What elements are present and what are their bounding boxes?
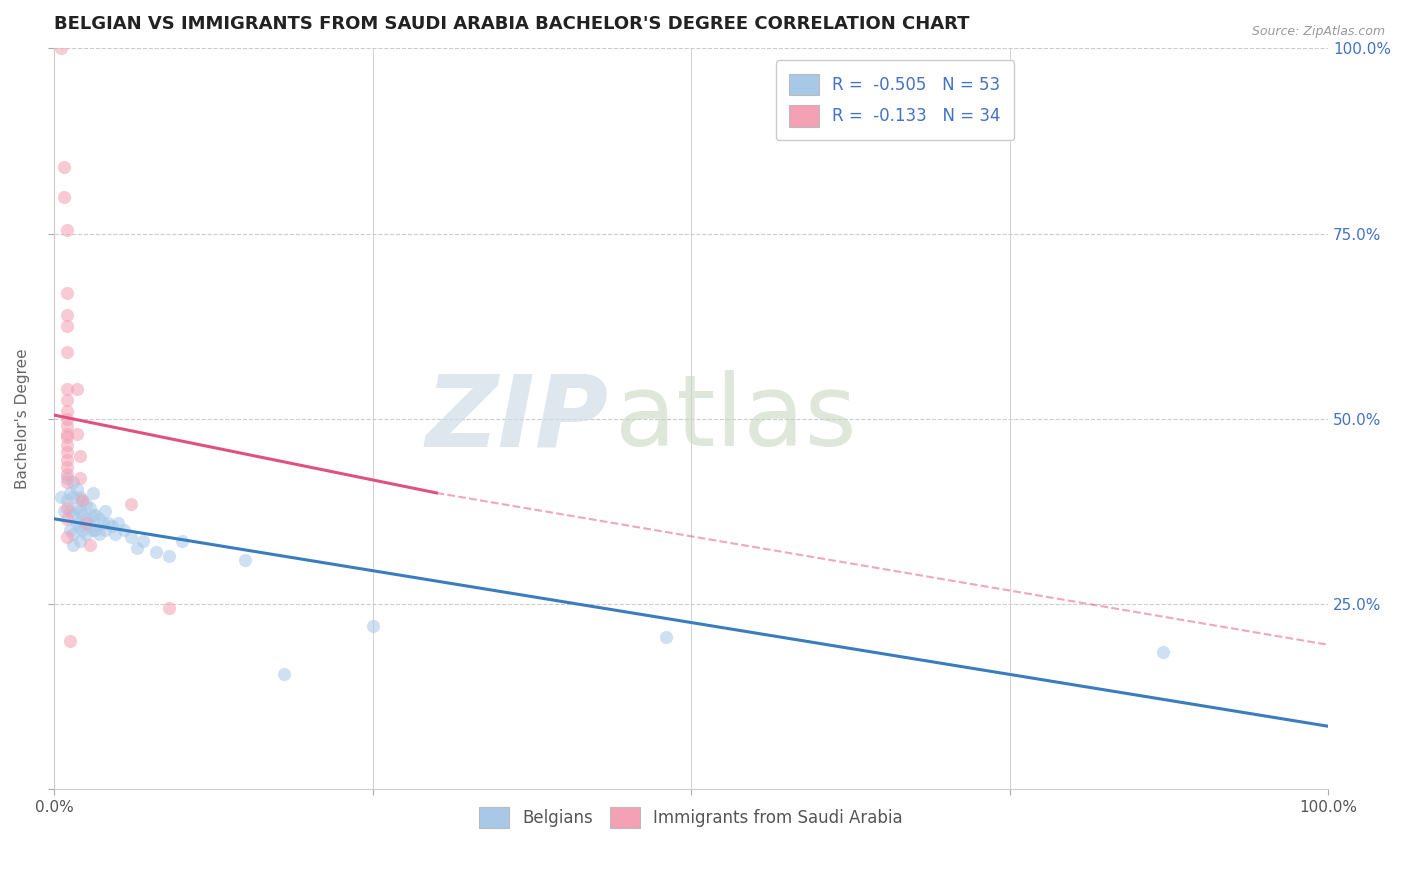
Point (66, 500, 89, 515)
Point (56, 467, 79, 482)
Point (1152, 645, 1174, 659)
Point (56, 512, 79, 526)
Point (69, 504, 91, 518)
Point (62, 538, 84, 552)
Point (157, 600, 180, 615)
Point (53, 189, 76, 203)
Point (66, 426, 89, 441)
Point (56, 223, 79, 237)
Point (72, 493, 94, 508)
Point (145, 545, 167, 559)
Text: atlas: atlas (614, 370, 856, 467)
Point (66, 516, 89, 530)
Text: BELGIAN VS IMMIGRANTS FROM SAUDI ARABIA BACHELOR'S DEGREE CORRELATION CHART: BELGIAN VS IMMIGRANTS FROM SAUDI ARABIA … (55, 15, 970, 33)
Point (87, 512, 110, 526)
Point (66, 382, 89, 396)
Point (56, 345, 79, 359)
Point (69, 519, 91, 533)
Point (56, 438, 79, 452)
Point (361, 619, 384, 633)
Point (75, 526, 97, 541)
Point (82, 486, 104, 500)
Point (82, 508, 104, 523)
Point (79, 538, 101, 552)
Point (58, 523, 80, 537)
Point (56, 530, 79, 544)
Point (94, 523, 117, 537)
Point (53, 504, 76, 518)
Point (655, 631, 678, 645)
Point (56, 493, 79, 508)
Point (56, 319, 79, 334)
Point (62, 508, 84, 523)
Y-axis label: Bachelor's Degree: Bachelor's Degree (15, 349, 30, 489)
Point (82, 523, 104, 537)
Point (127, 541, 149, 556)
Point (94, 504, 117, 518)
Point (84, 508, 107, 523)
Point (273, 667, 295, 681)
Point (56, 452, 79, 467)
Point (104, 526, 127, 541)
Point (58, 634, 80, 648)
Point (56, 419, 79, 434)
Point (170, 534, 193, 549)
Point (69, 534, 91, 549)
Point (58, 486, 80, 500)
Point (69, 471, 91, 485)
Point (91, 516, 114, 530)
Point (62, 475, 84, 489)
Point (56, 471, 79, 485)
Point (56, 500, 79, 515)
Point (100, 519, 122, 533)
Point (62, 526, 84, 541)
Text: Source: ZipAtlas.com: Source: ZipAtlas.com (1251, 25, 1385, 38)
Point (75, 516, 97, 530)
Point (62, 490, 84, 504)
Point (56, 460, 79, 475)
Point (120, 497, 142, 511)
Point (97, 516, 120, 530)
Point (56, 475, 79, 489)
Point (75, 497, 97, 511)
Point (235, 552, 257, 566)
Point (87, 526, 110, 541)
Point (56, 426, 79, 441)
Point (132, 534, 155, 549)
Point (120, 530, 142, 544)
Point (49, 490, 72, 504)
Point (56, 404, 79, 418)
Point (56, 285, 79, 300)
Point (56, 430, 79, 444)
Point (107, 516, 129, 530)
Point (56, 393, 79, 408)
Point (72, 493, 94, 508)
Point (58, 504, 80, 518)
Point (84, 523, 107, 537)
Point (69, 449, 91, 463)
Point (56, 382, 79, 396)
Legend: Belgians, Immigrants from Saudi Arabia: Belgians, Immigrants from Saudi Arabia (471, 798, 911, 837)
Point (56, 412, 79, 426)
Point (79, 500, 101, 515)
Point (56, 308, 79, 322)
Point (66, 482, 89, 496)
Text: ZIP: ZIP (426, 370, 609, 467)
Point (69, 490, 91, 504)
Point (75, 512, 97, 526)
Point (72, 508, 94, 523)
Point (53, 160, 76, 174)
Point (79, 519, 101, 533)
Point (112, 523, 135, 537)
Point (157, 549, 180, 563)
Point (72, 523, 94, 537)
Point (56, 445, 79, 459)
Point (49, 41, 72, 55)
